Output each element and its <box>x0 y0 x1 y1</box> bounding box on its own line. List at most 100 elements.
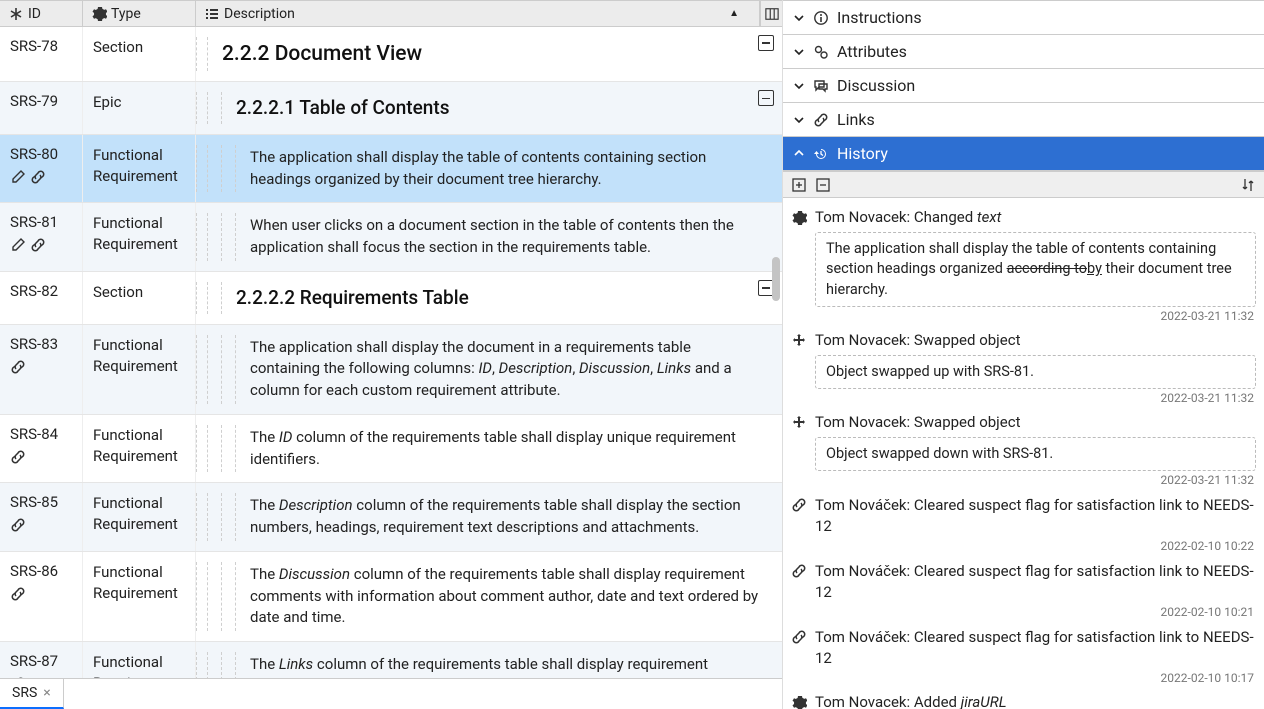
table-row[interactable]: SRS-82Section2.2.2.2 Requirements Table <box>0 272 782 325</box>
history-title: Tom Nováček: Cleared suspect flag for sa… <box>815 561 1256 603</box>
table-row[interactable]: SRS-84 Functional Requirement The ID colum… <box>0 415 782 484</box>
id-text: SRS-83 <box>10 335 72 353</box>
cell-id: SRS-83 <box>0 325 83 414</box>
side-section-history[interactable]: History <box>783 137 1264 170</box>
cell-description: The Links column of the requirements tab… <box>196 642 782 678</box>
history-timestamp: 2022-02-10 10:21 <box>791 605 1254 619</box>
table-row[interactable]: SRS-86Functional RequirementThe Discussi… <box>0 552 782 642</box>
cell-type: Functional Requirement <box>83 642 196 678</box>
cell-type: Epic <box>83 82 196 134</box>
cell-id: SRS-85 <box>0 483 83 551</box>
cell-type: Functional Requirement <box>83 483 196 551</box>
columns-config-button[interactable] <box>760 1 782 26</box>
history-entry: Tom Novacek: Changed textThe application… <box>791 202 1256 325</box>
section-label: Attributes <box>837 42 907 61</box>
tab-srs[interactable]: SRS × <box>0 679 64 709</box>
gear-icon <box>791 695 807 709</box>
column-type-label: Type <box>111 6 141 22</box>
requirement-text: The ID column of the requirements table … <box>238 425 772 473</box>
requirements-table-pane: ID Type Description ▲ SRS-78 Section 2.2.2… <box>0 0 783 709</box>
table-row[interactable]: SRS-81Functional Requirement When user cl… <box>0 203 782 272</box>
link-icon[interactable] <box>30 237 46 253</box>
sort-indicator-icon: ▲ <box>729 8 739 19</box>
cell-description: 2.2.2 Document View <box>196 27 782 81</box>
requirement-text: When user clicks on a document section i… <box>238 213 772 261</box>
close-icon[interactable]: × <box>43 685 50 701</box>
cell-id: SRS-86 <box>0 552 83 641</box>
scrollbar[interactable] <box>768 27 782 677</box>
cell-description: The application shall display the table … <box>196 135 782 203</box>
table-row[interactable]: SRS-78 Section 2.2.2 Document View <box>0 27 782 82</box>
id-text: SRS-86 <box>10 562 72 580</box>
link-icon[interactable] <box>10 449 26 465</box>
link-icon <box>791 629 807 645</box>
history-entry: Tom Novacek: Swapped objectObject swappe… <box>791 407 1256 489</box>
cell-id: SRS-78 <box>0 27 83 81</box>
table-row[interactable]: SRS-87 Functional RequirementThe Links co… <box>0 642 782 678</box>
link-icon <box>791 497 807 513</box>
sort-button[interactable] <box>1240 177 1256 193</box>
column-header-type[interactable]: Type <box>83 1 196 26</box>
side-section-attributes[interactable]: Attributes <box>783 35 1264 68</box>
column-header-id[interactable]: ID <box>0 1 83 26</box>
cell-type: Functional Requirement <box>83 135 196 203</box>
edit-icon[interactable] <box>10 237 26 253</box>
cell-description: The Description column of the requiremen… <box>196 483 782 551</box>
table-row[interactable]: SRS-80 Functional RequirementThe applicat… <box>0 135 782 204</box>
heading-text: 2.2.2 Document View <box>210 37 432 71</box>
history-title: Tom Nováček: Cleared suspect flag for sa… <box>815 627 1256 669</box>
history-timestamp: 2022-03-21 11:32 <box>791 391 1254 405</box>
expand-all-button[interactable] <box>791 177 807 193</box>
history-timestamp: 2022-02-10 10:17 <box>791 671 1254 685</box>
side-section-discussion[interactable]: Discussion <box>783 69 1264 102</box>
history-toolbar <box>783 171 1264 198</box>
column-headers: ID Type Description ▲ <box>0 0 782 27</box>
side-section-instructions[interactable]: Instructions <box>783 1 1264 34</box>
cell-id: SRS-80 <box>0 135 83 203</box>
link-icon[interactable] <box>10 517 26 533</box>
history-timestamp: 2022-02-10 10:22 <box>791 539 1254 553</box>
gear-icon <box>91 6 107 22</box>
cell-id: SRS-81 <box>0 203 83 271</box>
chat-icon <box>813 78 829 94</box>
history-title: Tom Novacek: Changed text <box>815 208 1001 226</box>
chevron-icon <box>793 47 805 57</box>
link-icon[interactable] <box>30 169 46 185</box>
history-icon <box>813 146 829 162</box>
history-title: Tom Novacek: Swapped object <box>815 413 1020 431</box>
cell-type: Functional Requirement <box>83 415 196 483</box>
id-text: SRS-87 <box>10 652 72 670</box>
cell-id: SRS-87 <box>0 642 83 678</box>
move-icon <box>791 333 807 349</box>
side-section-links[interactable]: Links <box>783 103 1264 136</box>
chevron-icon <box>793 81 805 91</box>
link-icon[interactable] <box>10 586 26 602</box>
link-icon <box>791 563 807 579</box>
collapse-all-button[interactable] <box>815 177 831 193</box>
table-row[interactable]: SRS-85Functional RequirementThe Descript… <box>0 483 782 552</box>
id-text: SRS-79 <box>10 92 72 110</box>
column-header-description[interactable]: Description ▲ <box>196 1 760 26</box>
chevron-icon <box>793 115 805 125</box>
gear-icon <box>791 210 807 226</box>
history-entry: Tom Nováček: Cleared suspect flag for sa… <box>791 621 1256 687</box>
history-title: Tom Nováček: Cleared suspect flag for sa… <box>815 495 1256 537</box>
id-text: SRS-82 <box>10 282 72 300</box>
cell-description: The application shall display the docume… <box>196 325 782 414</box>
cell-type: Section <box>83 27 196 81</box>
cell-type: Functional Requirement <box>83 203 196 271</box>
table-row[interactable]: SRS-83Functional RequirementThe applicat… <box>0 325 782 415</box>
history-title: Tom Novacek: Swapped object <box>815 331 1020 349</box>
history-timestamp: 2022-03-21 11:32 <box>791 473 1254 487</box>
table-row[interactable]: SRS-79Epic2.2.2.1 Table of Contents <box>0 82 782 135</box>
info-icon <box>813 10 829 26</box>
link-icon[interactable] <box>10 359 26 375</box>
history-entry: Tom Novacek: Added jiraURLJIRA-472022-01… <box>791 687 1256 709</box>
id-text: SRS-78 <box>10 37 72 55</box>
document-tabs: SRS × <box>0 678 782 709</box>
id-text: SRS-84 <box>10 425 72 443</box>
history-timestamp: 2022-03-21 11:32 <box>791 309 1254 323</box>
id-text: SRS-80 <box>10 145 72 163</box>
chevron-icon <box>793 149 805 159</box>
edit-icon[interactable] <box>10 169 26 185</box>
